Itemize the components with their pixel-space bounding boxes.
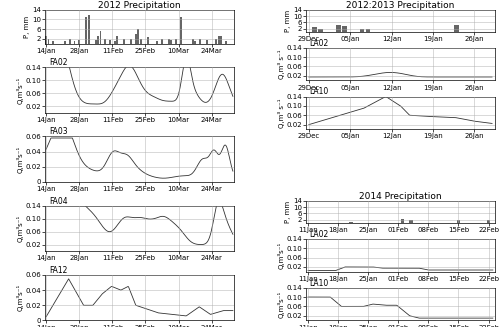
Y-axis label: Q,m³ s⁻¹: Q,m³ s⁻¹ <box>278 98 284 128</box>
Bar <box>342 26 346 32</box>
Y-axis label: Q,m³s⁻¹: Q,m³s⁻¹ <box>278 242 284 269</box>
Bar <box>69 39 71 43</box>
Y-axis label: P, mm: P, mm <box>286 10 292 32</box>
Bar <box>48 39 50 43</box>
Title: 2012 Precipitation: 2012 Precipitation <box>98 1 181 10</box>
Bar <box>168 39 170 43</box>
Bar <box>454 26 459 32</box>
Bar <box>318 28 323 32</box>
Text: FA02: FA02 <box>49 58 68 67</box>
Bar <box>156 41 158 43</box>
Title: 2012:2013 Precipitation: 2012:2013 Precipitation <box>346 1 455 10</box>
Text: LA10: LA10 <box>310 87 329 96</box>
Bar <box>170 40 172 43</box>
Text: LA02: LA02 <box>310 39 329 48</box>
Bar <box>487 220 490 223</box>
Bar <box>410 220 413 223</box>
Bar <box>138 29 140 43</box>
Bar <box>225 41 226 43</box>
Bar <box>336 26 341 32</box>
Text: FA03: FA03 <box>49 128 68 136</box>
Bar <box>457 220 460 223</box>
Bar <box>86 17 87 43</box>
Bar <box>147 38 149 43</box>
Bar <box>161 39 163 43</box>
Bar <box>114 41 116 43</box>
Bar <box>52 41 54 43</box>
Y-axis label: P, mm: P, mm <box>24 16 30 38</box>
Y-axis label: Q,m³s⁻¹: Q,m³s⁻¹ <box>16 215 24 242</box>
Bar <box>74 41 76 43</box>
Bar <box>401 219 404 223</box>
Y-axis label: Q,m³s⁻¹: Q,m³s⁻¹ <box>278 290 284 318</box>
Bar <box>100 31 102 43</box>
Bar <box>366 29 370 32</box>
Bar <box>104 39 106 43</box>
Y-axis label: P, mm: P, mm <box>286 201 292 223</box>
Bar <box>199 39 201 43</box>
Bar <box>220 36 222 43</box>
Bar <box>180 17 182 43</box>
Y-axis label: Q,m³s⁻¹: Q,m³s⁻¹ <box>16 77 24 104</box>
Bar <box>78 40 80 43</box>
Bar <box>88 15 90 43</box>
Bar <box>192 39 194 43</box>
Bar <box>312 27 317 32</box>
Bar <box>175 39 177 43</box>
Text: FA12: FA12 <box>49 266 67 275</box>
Bar <box>135 34 137 43</box>
Bar <box>109 40 111 43</box>
Y-axis label: Q,m³ s⁻¹: Q,m³ s⁻¹ <box>278 49 284 79</box>
Title: 2014 Precipitation: 2014 Precipitation <box>359 192 442 201</box>
Text: FA04: FA04 <box>49 197 68 206</box>
Bar <box>45 36 47 43</box>
Text: LA02: LA02 <box>310 230 329 239</box>
Bar <box>194 41 196 43</box>
Y-axis label: Q,m³s⁻¹: Q,m³s⁻¹ <box>16 146 24 173</box>
Bar <box>206 40 208 43</box>
Text: LA10: LA10 <box>310 279 329 287</box>
Y-axis label: Q,m³s⁻¹: Q,m³s⁻¹ <box>16 284 24 311</box>
Bar <box>64 41 66 43</box>
Bar <box>130 39 132 43</box>
Bar <box>97 36 99 43</box>
Bar <box>123 39 125 43</box>
Bar <box>350 222 353 223</box>
Bar <box>218 36 220 43</box>
Bar <box>116 36 118 43</box>
Bar <box>95 40 97 43</box>
Bar <box>140 39 141 43</box>
Bar <box>216 39 218 43</box>
Bar <box>360 28 364 32</box>
